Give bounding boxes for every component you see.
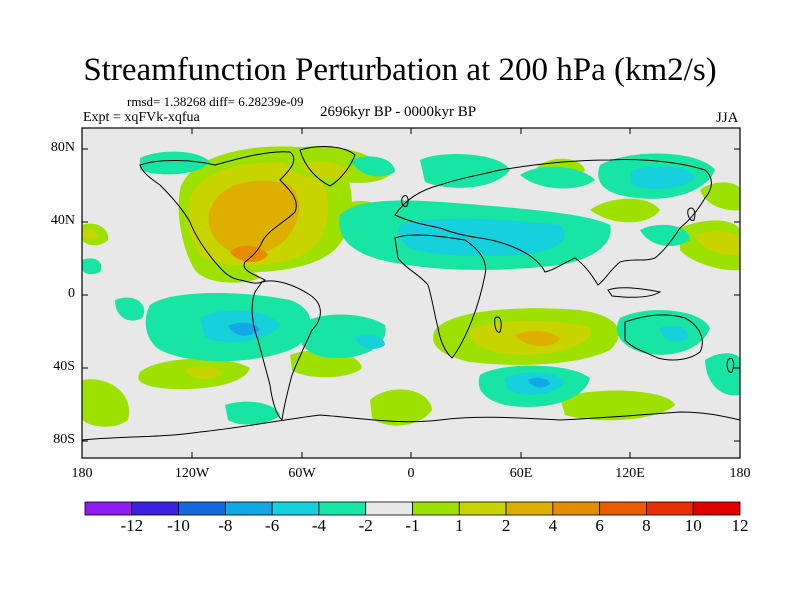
contour-pos-south-africa-core — [515, 330, 560, 347]
lon-label-60e: 60E — [509, 466, 533, 481]
contour-neg-south-america-core — [355, 335, 385, 350]
contour-pos-namerica-core — [208, 180, 300, 255]
lat-label-40n: 40N — [50, 213, 75, 228]
colorbar-swatch — [84, 501, 133, 516]
lat-label-80s: 80S — [53, 432, 75, 447]
colorbar-label: -4 — [311, 516, 326, 535]
colorbar-swatch — [552, 501, 601, 516]
season-label: JJA — [716, 110, 739, 126]
coastline-indonesia — [607, 287, 662, 298]
colorbar-swatch — [271, 501, 320, 516]
contour-pos-namerica-peak — [230, 245, 268, 263]
colorbar-swatch — [224, 501, 273, 516]
lon-label-120e: 120E — [615, 466, 645, 481]
colorbar-label: 10 — [684, 516, 702, 535]
colorbar-swatch — [599, 501, 647, 516]
contour-pos-south-pacific-core — [185, 366, 222, 380]
lon-label-120w: 120W — [174, 466, 210, 481]
colorbar-label: -12 — [120, 516, 144, 535]
contour-neg-indian-south-core — [528, 377, 550, 388]
lat-ticks — [82, 148, 740, 442]
colorbar-label: 8 — [642, 516, 651, 535]
contour-neg-mid-pacific — [640, 224, 690, 246]
coastline-australia — [624, 314, 703, 361]
contour-neg-arctic-w — [140, 151, 210, 175]
lat-label-40s: 40S — [53, 359, 75, 374]
colorbar-swatch — [412, 501, 460, 516]
lon-label-180e: 180 — [729, 466, 751, 481]
period-label: 2696kyr BP - 0000kyr BP — [320, 104, 477, 120]
contour-pos-southern-indian — [560, 390, 675, 421]
experiment-label: Expt = xqFVk-xqfua — [83, 110, 200, 125]
contour-neg-arctic-e — [350, 156, 395, 177]
colorbar-label: 4 — [548, 516, 558, 535]
lat-label-0: 0 — [68, 286, 75, 301]
colorbar-label: -1 — [405, 516, 420, 535]
lat-label-80n: 80N — [50, 140, 75, 155]
contour-neg-west-edge — [82, 258, 102, 275]
coastline-antarctica — [82, 411, 740, 441]
colorbar-swatch — [178, 501, 226, 516]
contour-pos-southern-ocean-c — [370, 389, 432, 426]
colorbar-label: 6 — [595, 516, 604, 535]
colorbar-label: -10 — [167, 516, 190, 535]
stats-text: rmsd= 1.38268 diff= 6.28239e-09 — [127, 94, 304, 109]
colorbar-label: -2 — [358, 516, 373, 535]
colorbar-swatch — [318, 501, 367, 516]
contour-pos-eastedge-core — [695, 231, 740, 256]
map-title: Streamfunction Perturbation at 200 hPa (… — [83, 52, 717, 88]
colorbar-swatch — [692, 501, 741, 516]
contour-neg-south-edge — [225, 401, 280, 425]
colorbar-swatch — [505, 501, 554, 516]
contour-neg-north-atlantic — [420, 154, 510, 188]
colorbar-label: -8 — [218, 516, 233, 535]
colorbar-label: -6 — [265, 516, 280, 535]
colorbar-swatch — [646, 501, 694, 516]
contour-neg-north-asia-core — [630, 166, 695, 190]
lon-label-60w: 60W — [288, 466, 316, 481]
contour-pos-asia — [590, 198, 660, 223]
coastline-madagascar — [494, 316, 502, 333]
colorbar — [84, 501, 741, 516]
colorbar-swatch — [365, 501, 413, 516]
colorbar-swatch — [458, 501, 507, 516]
coastline-layer — [82, 146, 740, 441]
colorbar-label: 12 — [731, 516, 749, 535]
colorbar-swatch — [131, 501, 179, 516]
contour-pos-southern-ocean-w — [82, 379, 130, 427]
lon-label-0: 0 — [407, 466, 415, 481]
lon-ticks — [81, 128, 741, 458]
contour-neg-east-edge — [705, 353, 740, 396]
contour-pos-arctic-core — [300, 161, 350, 179]
colorbar-label: 1 — [455, 516, 464, 535]
contour-neg-australia-core — [660, 325, 689, 342]
contour-pos-westedge-core — [82, 229, 99, 240]
coastline-south-america — [251, 280, 321, 421]
contour-neg-sw-pacific — [115, 297, 145, 321]
coastline-japan — [687, 207, 696, 221]
coastline-north-america — [139, 151, 297, 284]
coastline-new-zealand — [726, 357, 735, 373]
lon-label-180w: 180 — [71, 466, 93, 481]
contour-fill-layer — [82, 146, 740, 427]
coastline-uk — [401, 195, 409, 207]
coastline-eurasia — [394, 159, 712, 286]
contour-neg-east-pacific-core — [228, 322, 260, 336]
colorbar-label: 2 — [501, 516, 511, 535]
contour-neg-nw-pacific — [520, 166, 595, 189]
coastline-africa — [394, 234, 487, 359]
coastline-greenland — [299, 146, 356, 187]
